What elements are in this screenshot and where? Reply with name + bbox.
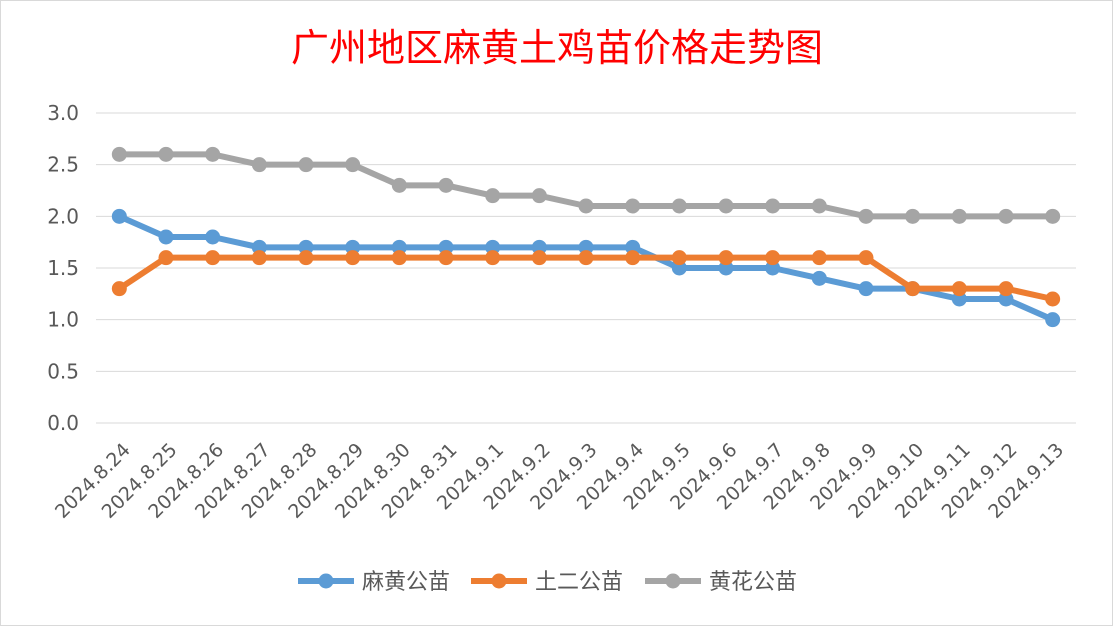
- data-point: [438, 250, 454, 266]
- data-point: [251, 157, 267, 173]
- data-point: [345, 250, 361, 266]
- data-point: [111, 146, 127, 162]
- data-point: [998, 208, 1014, 224]
- legend: 麻黄公苗 土二公苗 黄花公苗: [298, 570, 797, 595]
- data-point: [671, 250, 687, 266]
- legend-swatch-marker: [491, 573, 507, 589]
- legend-swatch-marker: [665, 573, 681, 589]
- data-point: [298, 157, 314, 173]
- data-point: [158, 146, 174, 162]
- data-point: [951, 208, 967, 224]
- data-point: [345, 239, 361, 255]
- legend-label: 土二公苗: [535, 570, 623, 595]
- data-point: [765, 250, 781, 266]
- data-point: [625, 239, 641, 255]
- data-point: [1045, 312, 1061, 328]
- data-point: [625, 198, 641, 214]
- data-point: [251, 250, 267, 266]
- data-point: [718, 198, 734, 214]
- data-point: [111, 281, 127, 297]
- data-point: [718, 260, 734, 276]
- data-point: [205, 250, 221, 266]
- data-point: [251, 239, 267, 255]
- data-point: [858, 281, 874, 297]
- data-point: [578, 250, 594, 266]
- data-point: [951, 291, 967, 307]
- data-point: [111, 208, 127, 224]
- data-point: [391, 239, 407, 255]
- data-point: [858, 208, 874, 224]
- data-point: [298, 250, 314, 266]
- legend-item: 土二公苗: [471, 570, 623, 595]
- data-point: [718, 250, 734, 266]
- data-point: [485, 239, 501, 255]
- x-axis-ticks: 2024.8.242024.8.252024.8.262024.8.272024…: [51, 439, 1068, 523]
- data-point: [438, 177, 454, 193]
- data-point: [765, 260, 781, 276]
- y-tick-label: 2.5: [47, 153, 79, 177]
- series-3: [111, 146, 1061, 224]
- data-point: [205, 229, 221, 245]
- legend-label: 麻黄公苗: [362, 570, 450, 595]
- data-point: [578, 198, 594, 214]
- data-point: [951, 281, 967, 297]
- y-axis-ticks: 0.0 0.5 1.0 1.5 2.0 2.5 3.0: [47, 101, 79, 435]
- data-point: [671, 260, 687, 276]
- data-point: [765, 198, 781, 214]
- data-point: [438, 239, 454, 255]
- legend-label: 黄花公苗: [709, 570, 797, 595]
- data-point: [531, 188, 547, 204]
- data-point: [531, 239, 547, 255]
- data-point: [858, 250, 874, 266]
- legend-item: 麻黄公苗: [298, 570, 450, 595]
- series-2: [111, 250, 1061, 307]
- data-point: [485, 250, 501, 266]
- chart-title: 广州地区麻黄土鸡苗价格走势图: [291, 26, 823, 70]
- data-point: [485, 188, 501, 204]
- y-tick-label: 1.0: [47, 308, 79, 332]
- data-point: [811, 250, 827, 266]
- data-point: [391, 177, 407, 193]
- series-1: [111, 208, 1061, 328]
- y-tick-label: 0.5: [47, 359, 79, 383]
- legend-item: 黄花公苗: [645, 570, 797, 595]
- data-point: [1045, 208, 1061, 224]
- y-tick-label: 1.5: [47, 256, 79, 280]
- data-point: [578, 239, 594, 255]
- y-tick-label: 2.0: [47, 204, 79, 228]
- data-point: [205, 146, 221, 162]
- data-point: [391, 250, 407, 266]
- data-point: [531, 250, 547, 266]
- data-point: [811, 270, 827, 286]
- data-point: [905, 281, 921, 297]
- data-point: [671, 198, 687, 214]
- data-point: [158, 250, 174, 266]
- data-point: [905, 208, 921, 224]
- y-tick-label: 0.0: [47, 411, 79, 435]
- y-tick-label: 3.0: [47, 101, 79, 125]
- data-point: [298, 239, 314, 255]
- data-point: [1045, 291, 1061, 307]
- data-point: [158, 229, 174, 245]
- series-lines: [111, 146, 1061, 328]
- data-point: [998, 281, 1014, 297]
- data-point: [345, 157, 361, 173]
- legend-swatch-marker: [318, 573, 334, 589]
- data-point: [811, 198, 827, 214]
- data-point: [998, 291, 1014, 307]
- data-point: [625, 250, 641, 266]
